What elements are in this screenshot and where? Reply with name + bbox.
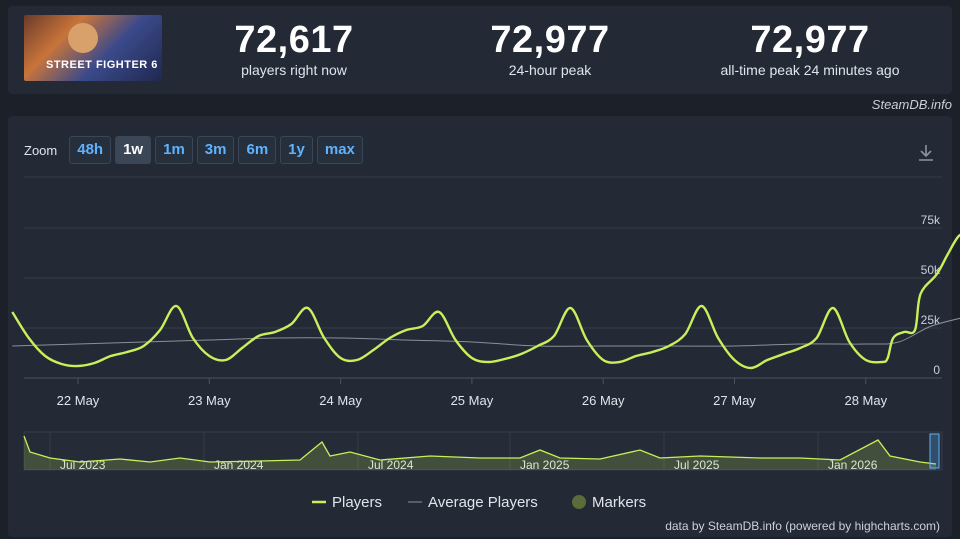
navigator-label: Jan 2025 — [520, 458, 570, 472]
x-tick-label: 28 May — [844, 393, 887, 408]
stat-24h-peak: 72,977 24-hour peak — [470, 20, 630, 78]
legend-item[interactable]: Players — [312, 494, 382, 511]
zoom-6m-button[interactable]: 6m — [238, 136, 277, 164]
stat-current-value: 72,617 — [234, 19, 354, 61]
stat-alltime-peak-value: 72,977 — [750, 19, 870, 61]
stat-alltime-peak: 72,977 all-time peak 24 minutes ago — [700, 20, 920, 78]
zoom-controls: Zoom 48h 1w 1m 3m 6m 1y max — [24, 136, 363, 164]
zoom-max-button[interactable]: max — [316, 136, 363, 164]
legend-item[interactable]: Average Players — [408, 494, 538, 511]
stat-24h-peak-value: 72,977 — [490, 19, 610, 61]
grid-lines — [24, 176, 942, 379]
brand-label[interactable]: SteamDB.info — [871, 97, 952, 112]
stat-current-label: players right now — [241, 62, 347, 78]
series-players — [11, 233, 960, 370]
y-tick-label: 0 — [933, 363, 940, 377]
y-tick-label: 25k — [921, 313, 941, 327]
x-tick-label: 23 May — [188, 393, 231, 408]
x-tick-label: 25 May — [451, 393, 494, 408]
navigator-frame — [23, 431, 943, 471]
navigator-label: Jul 2024 — [368, 458, 414, 472]
legend-label: Players — [332, 494, 382, 511]
game-thumbnail[interactable]: STREET FIGHTER 6 — [24, 15, 162, 81]
x-tick-label: 27 May — [713, 393, 756, 408]
zoom-label: Zoom — [24, 142, 58, 158]
zoom-1m-button[interactable]: 1m — [155, 136, 193, 164]
navigator[interactable]: Jul 2023Jan 2024Jul 2024Jan 2025Jul 2025… — [23, 431, 943, 472]
navigator-handle[interactable] — [929, 433, 940, 469]
y-axis-ticks: 0 25k 50k 75k — [921, 213, 941, 377]
stat-alltime-peak-label: all-time peak 24 minutes ago — [720, 62, 900, 78]
x-axis-ticks: 22 May 23 May 24 May 25 May 26 May 27 May 28 M… — [57, 378, 888, 408]
y-tick-label: 75k — [921, 213, 941, 227]
navigator-label: Jan 2026 — [828, 458, 878, 472]
zoom-1w-button[interactable]: 1w — [115, 136, 152, 164]
x-tick-label: 26 May — [582, 393, 625, 408]
zoom-3m-button[interactable]: 3m — [196, 136, 235, 164]
legend-swatch — [572, 495, 586, 509]
navigator-label: Jul 2025 — [674, 458, 720, 472]
series-average-players — [12, 317, 960, 347]
legend: Players Average Players Markers — [312, 494, 646, 511]
legend-item[interactable]: Markers — [572, 494, 646, 511]
download-icon[interactable] — [916, 143, 936, 163]
y-tick-label: 50k — [921, 263, 941, 277]
navigator-series — [23, 435, 937, 465]
stat-current: 72,617 players right now — [214, 20, 374, 78]
x-tick-label: 22 May — [57, 393, 100, 408]
x-tick-label: 24 May — [319, 393, 362, 408]
legend-label: Average Players — [428, 494, 538, 511]
zoom-1y-button[interactable]: 1y — [280, 136, 313, 164]
zoom-48h-button[interactable]: 48h — [69, 136, 112, 164]
chart-credit[interactable]: data by SteamDB.info (powered by highcha… — [665, 519, 940, 533]
thumbnail-title: STREET FIGHTER 6 — [46, 59, 158, 71]
stats-bar: STREET FIGHTER 6 72,617 players right no… — [8, 6, 952, 94]
stat-24h-peak-label: 24-hour peak — [508, 62, 592, 78]
legend-label: Markers — [592, 494, 646, 511]
